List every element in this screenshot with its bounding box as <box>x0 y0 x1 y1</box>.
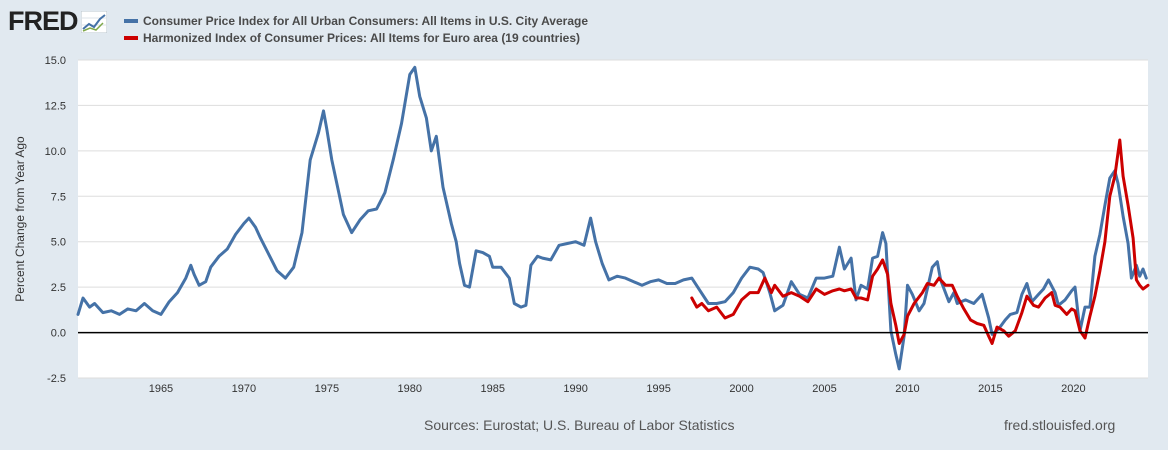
x-tick-label: 1965 <box>149 383 173 395</box>
y-tick-label: 7.5 <box>51 191 66 203</box>
y-tick-label: 5.0 <box>51 237 66 249</box>
legend-label-cpi: Consumer Price Index for All Urban Consu… <box>143 13 588 28</box>
chart-footer: Sources: Eurostat; U.S. Bureau of Labor … <box>0 412 1168 440</box>
sources-text: Sources: Eurostat; U.S. Bureau of Labor … <box>424 417 735 433</box>
x-tick-label: 1970 <box>232 383 256 395</box>
fred-url-link[interactable]: fred.stlouisfed.org <box>1004 417 1116 433</box>
x-tick-label: 1980 <box>398 383 422 395</box>
chart-header: FRED Consumer Price Index for All Urban … <box>0 0 1168 50</box>
y-axis-tick-labels: -2.5 0.0 2.5 5.0 7.5 10.0 12.5 15.0 <box>45 55 66 385</box>
fred-logo-graph-icon <box>80 11 107 33</box>
x-tick-label: 2020 <box>1061 383 1085 395</box>
x-tick-label: 2005 <box>812 383 836 395</box>
x-tick-label: 2000 <box>729 383 753 395</box>
x-tick-label: 1985 <box>480 383 504 395</box>
x-tick-label: 2010 <box>895 383 919 395</box>
y-tick-label: 10.0 <box>45 146 66 158</box>
series-line-cpi[interactable] <box>76 65 1148 371</box>
y-tick-label: 2.5 <box>51 282 66 294</box>
legend-swatch-cpi <box>124 18 138 23</box>
x-tick-label: 2015 <box>978 383 1002 395</box>
fred-logo[interactable]: FRED <box>8 6 107 36</box>
fred-logo-text: FRED <box>8 6 78 36</box>
x-axis-tick-labels: 1965 1970 1975 1980 1985 1990 1995 2000 2005 2010… <box>149 383 1086 395</box>
legend-item-cpi[interactable]: Consumer Price Index for All Urban Consu… <box>124 12 588 29</box>
legend-label-hicp: Harmonized Index of Consumer Prices: All… <box>143 30 580 45</box>
x-tick-label: 1990 <box>563 383 587 395</box>
chart-area: -2.5 0.0 2.5 5.0 7.5 10.0 12.5 15.0 1965 1970 197… <box>13 55 1150 395</box>
legend-swatch-hicp <box>124 35 138 40</box>
y-tick-label: -2.5 <box>47 373 66 385</box>
y-tick-label: 12.5 <box>45 100 66 112</box>
x-tick-label: 1975 <box>315 383 339 395</box>
y-tick-label: 15.0 <box>45 55 66 67</box>
series-lines[interactable] <box>76 65 1150 371</box>
y-axis-title: Percent Change from Year Ago <box>13 136 27 302</box>
legend-item-hicp[interactable]: Harmonized Index of Consumer Prices: All… <box>124 29 588 46</box>
plot-background <box>78 60 1148 378</box>
chart-legend: Consumer Price Index for All Urban Consu… <box>124 12 588 46</box>
x-tick-label: 1995 <box>646 383 670 395</box>
series-line-hicp[interactable] <box>690 138 1150 345</box>
y-tick-label: 0.0 <box>51 328 66 340</box>
